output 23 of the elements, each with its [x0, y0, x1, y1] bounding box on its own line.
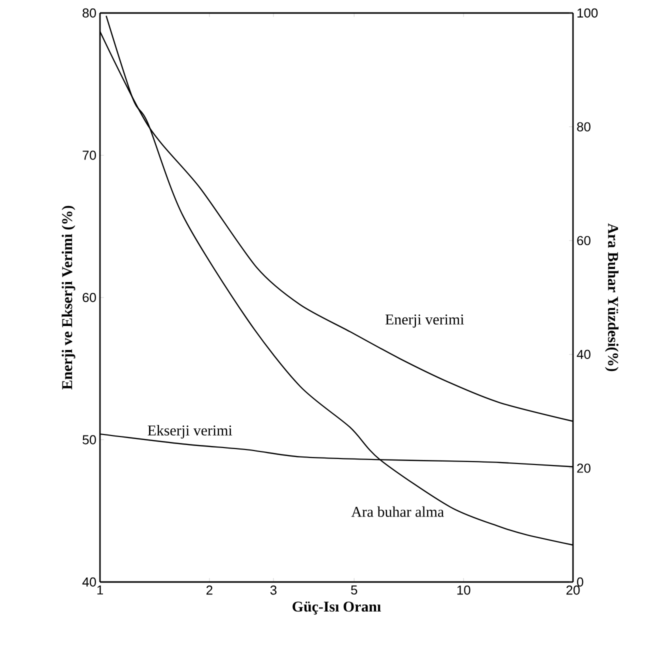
y2-tick-label: 80: [577, 122, 590, 132]
series-label: Ara buhar alma: [351, 506, 444, 517]
y2-tick-label: 60: [577, 236, 590, 246]
y-tick-label: 70: [82, 150, 96, 160]
x-tick-label: 20: [566, 586, 580, 595]
x-tick-label: 10: [457, 586, 470, 595]
y-axis-title: Enerji ve Ekserji Verimi (%): [62, 206, 76, 390]
y-tick-label: 60: [82, 292, 96, 302]
y-tick-label: 40: [82, 577, 96, 587]
x-tick-label: 3: [270, 586, 276, 595]
y-tick-label: 50: [82, 435, 96, 444]
series-label: Ekserji verimi: [148, 425, 232, 439]
x-tick-label: 5: [351, 586, 358, 595]
y2-tick-label: 20: [577, 464, 590, 473]
y2-tick-label: 40: [576, 350, 590, 359]
y2-tick-label: 0: [577, 577, 584, 587]
x-axis-title: Güç-Isı Oranı: [292, 602, 381, 615]
x-tick-label: 1: [97, 586, 103, 594]
y2-tick-label: 100: [578, 8, 598, 18]
series-label: Enerji verimi: [385, 314, 464, 328]
y-tick-label: 80: [82, 8, 96, 18]
x-tick-label: 2: [206, 586, 212, 595]
y2-axis-title: Ara Buhar Yüzdesi(%): [604, 223, 619, 372]
